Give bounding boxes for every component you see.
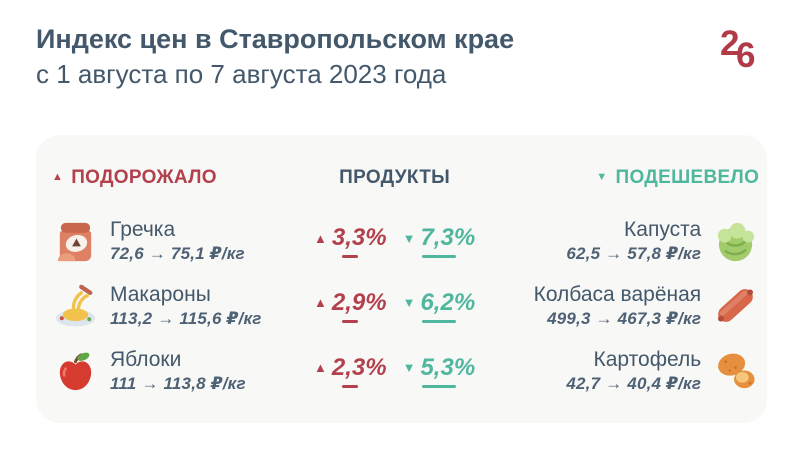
product-name: Колбаса варёная: [533, 282, 702, 306]
product-name: Макароны: [110, 282, 211, 306]
triangle-up-icon: ▲: [314, 360, 327, 376]
page-title: Индекс цен в Ставропольском крае: [36, 24, 515, 54]
item-text: Капуста 62,5 → 57,8 ₽/кг: [566, 218, 701, 264]
decrease-percent: ▼ 7,3%: [403, 224, 476, 259]
red-apple-icon: [52, 347, 99, 394]
product-price: 62,5 → 57,8 ₽/кг: [566, 244, 702, 264]
logo-digit-2: 2: [720, 24, 740, 63]
product-name: Капуста: [624, 218, 702, 242]
product-name: Яблоки: [110, 347, 182, 371]
item-text: Колбаса варёная 499,3 → 467,3 ₽/кг: [534, 283, 702, 329]
percent-number: 7,3%: [420, 224, 476, 252]
decrease-percent: ▼ 5,3%: [403, 354, 476, 388]
percent-underline: [342, 319, 359, 323]
decrease-percent: ▼ 6,2%: [403, 289, 476, 323]
title-block: Индекс цен в Ставропольском крае с 1 авг…: [36, 24, 514, 90]
spaghetti-plate-icon: [52, 282, 99, 329]
list-item-kapusta: Капуста 62,5 → 57,8 ₽/кг: [475, 218, 759, 265]
product-name: Гречка: [110, 218, 176, 242]
triangle-up-icon: ▲: [52, 170, 64, 183]
triangle-down-icon: ▼: [596, 170, 608, 183]
decreased-label: ПОДЕШЕВЕЛО: [615, 167, 760, 188]
page-subtitle: с 1 августа по 7 августа 2023 года: [36, 59, 447, 90]
product-price: 113,2 → 115,6 ₽/кг: [110, 309, 262, 329]
percent-underline: [342, 255, 359, 259]
percent-underline: [421, 319, 456, 323]
sausage-icon: [712, 282, 759, 329]
list-item-yabloki: Яблоки 111 → 113,8 ₽/кг: [52, 347, 314, 394]
increase-percent: ▲ 2,3%: [314, 354, 387, 388]
increase-percent: ▲ 2,9%: [314, 289, 387, 323]
products-header: ПРОДУКТЫ: [339, 167, 451, 188]
percent-value: ▼ 6,2%: [403, 289, 476, 317]
percent-underline: [342, 384, 359, 388]
cabbage-icon: [712, 218, 759, 265]
triangle-down-icon: ▼: [402, 360, 416, 376]
triangle-up-icon: ▲: [314, 295, 327, 311]
percent-value: ▼ 5,3%: [403, 354, 476, 382]
item-text: Яблоки 111 → 113,8 ₽/кг: [110, 348, 246, 394]
list-item-grechka: Гречка 72,6 → 75,1 ₽/кг: [52, 218, 314, 265]
triangle-up-icon: ▲: [314, 230, 327, 246]
product-price: 42,7 → 40,4 ₽/кг: [566, 373, 702, 393]
percent-number: 3,3%: [331, 224, 387, 252]
increase-percent: ▲ 3,3%: [314, 224, 387, 259]
percent-underline: [421, 384, 456, 388]
percent-value: ▲ 2,9%: [314, 289, 387, 317]
percent-value: ▲ 2,3%: [314, 354, 387, 382]
percent-value: ▼ 7,3%: [403, 224, 476, 252]
channel-26-logo: 2 6: [720, 24, 770, 78]
item-text: Гречка 72,6 → 75,1 ₽/кг: [110, 218, 245, 264]
product-name: Картофель: [593, 347, 702, 371]
increased-label: ПОДОРОЖАЛО: [71, 167, 217, 188]
header: Индекс цен в Ставропольском крае с 1 авг…: [36, 24, 770, 90]
logo-digit-6: 6: [736, 36, 756, 75]
decreased-header: ▼ ПОДЕШЕВЕЛО: [475, 161, 759, 189]
item-text: Макароны 113,2 → 115,6 ₽/кг: [110, 283, 262, 329]
percent-number: 5,3%: [420, 353, 476, 381]
buckwheat-bag-icon: [52, 218, 99, 265]
change-row: ▲ 2,9% ▼ 6,2%: [314, 289, 475, 323]
percent-value: ▲ 3,3%: [314, 224, 387, 252]
percent-number: 2,9%: [331, 288, 387, 316]
list-item-kartofel: Картофель 42,7 → 40,4 ₽/кг: [475, 347, 759, 394]
product-price: 499,3 → 467,3 ₽/кг: [547, 309, 702, 329]
triangle-down-icon: ▼: [402, 230, 416, 246]
percent-number: 2,3%: [331, 353, 387, 381]
item-text: Картофель 42,7 → 40,4 ₽/кг: [566, 348, 701, 394]
percent-underline: [421, 255, 456, 259]
price-index-card: ▲ ПОДОРОЖАЛО ПРОДУКТЫ ▼ ПОДЕШЕВЕЛО Гречк…: [36, 135, 767, 423]
increased-header: ▲ ПОДОРОЖАЛО: [52, 161, 314, 189]
triangle-down-icon: ▼: [402, 295, 416, 311]
percent-number: 6,2%: [420, 288, 476, 316]
change-row: ▲ 3,3% ▼ 7,3%: [314, 224, 476, 259]
list-item-kolbasa: Колбаса варёная 499,3 → 467,3 ₽/кг: [475, 282, 759, 329]
potatoes-icon: [712, 347, 759, 394]
product-price: 72,6 → 75,1 ₽/кг: [110, 244, 245, 264]
product-price: 111 → 113,8 ₽/кг: [110, 373, 246, 393]
change-row: ▲ 2,3% ▼ 5,3%: [314, 354, 475, 388]
list-item-makarony: Макароны 113,2 → 115,6 ₽/кг: [52, 282, 314, 329]
